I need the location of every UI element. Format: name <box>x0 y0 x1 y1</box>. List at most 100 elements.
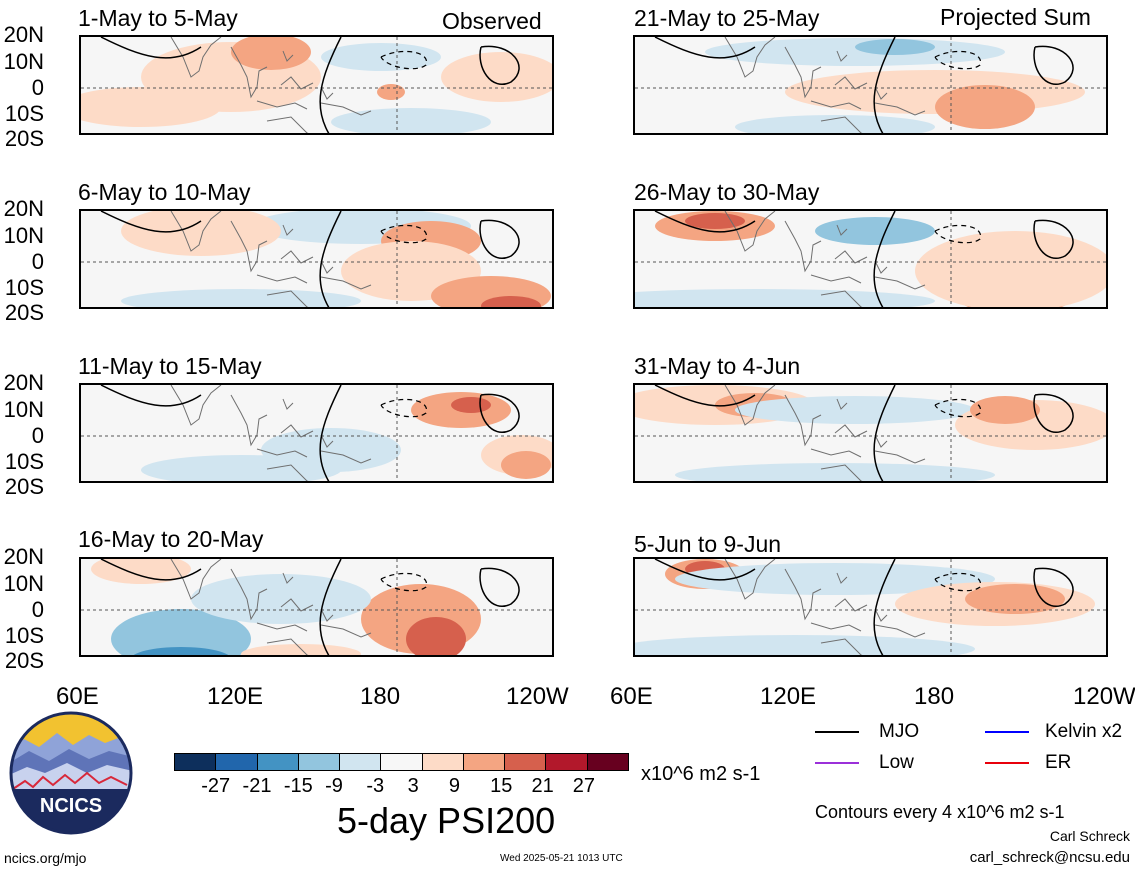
coastline <box>266 638 309 655</box>
coastline <box>810 274 862 284</box>
anomaly-shading <box>241 644 361 655</box>
coastline <box>170 559 222 600</box>
mjo-contour <box>654 211 1074 307</box>
lat-tick-20s: 20S <box>4 126 44 151</box>
lat-tick-0: 0 <box>31 597 44 622</box>
coastline <box>874 276 926 290</box>
map-canvas <box>635 385 1106 481</box>
anomaly-shading <box>81 87 221 127</box>
coastline <box>280 76 314 90</box>
lon-tick-120w: 120W <box>1073 685 1135 709</box>
coastline <box>266 464 309 481</box>
lat-tick-0: 0 <box>31 423 44 448</box>
anomaly-shading <box>121 289 361 307</box>
map-canvas <box>635 559 1106 655</box>
colorbar-swatch <box>504 753 547 771</box>
coastline <box>256 622 308 632</box>
coastline <box>230 46 268 99</box>
legend-label-er: ER <box>1045 752 1072 773</box>
mjo-contour <box>100 211 520 307</box>
panel-title-right-2: 26-May to 30-May <box>634 179 820 205</box>
panel-corner-label-projected: Projected Sum <box>940 4 1091 30</box>
coastline <box>836 50 848 62</box>
coastline <box>266 116 309 133</box>
colorbar-swatch <box>174 753 217 771</box>
anomaly-shading <box>675 463 995 481</box>
anomaly-shading <box>406 617 466 655</box>
anomaly-shading <box>685 213 745 229</box>
lat-tick-20s: 20S <box>4 648 44 673</box>
colorbar-swatch <box>586 753 629 771</box>
colorbar-label: 9 <box>448 775 461 797</box>
coastline <box>874 450 926 464</box>
lat-tick-10s: 10S <box>4 623 44 648</box>
colorbar-swatch <box>256 753 299 771</box>
coastline <box>282 398 294 410</box>
legend-line-low <box>815 762 859 764</box>
site-url: ncics.org/mjo <box>4 850 87 866</box>
legend-line-kelvin <box>985 731 1029 733</box>
anomaly-shading <box>91 559 191 584</box>
lat-axis-1: 20N 10N 0 10S 20S <box>0 24 46 154</box>
mjo-contour <box>100 37 520 133</box>
lat-tick-10n: 10N <box>3 397 44 422</box>
anomaly-shading <box>451 397 491 413</box>
anomaly-shading <box>785 70 1085 114</box>
coastline <box>784 220 822 273</box>
coastline <box>874 434 888 448</box>
coastline <box>320 102 372 116</box>
coastline <box>784 46 822 99</box>
coastline <box>282 50 294 62</box>
mjo-contour-negative <box>934 224 982 244</box>
anomaly-shading <box>735 115 935 133</box>
mjo-contour-negative <box>380 572 428 592</box>
coastline <box>280 424 314 438</box>
coastline <box>256 448 308 458</box>
map-canvas <box>81 37 552 133</box>
coastline <box>282 224 294 236</box>
map-canvas <box>81 385 552 481</box>
coastline <box>282 572 294 584</box>
mjo-contour <box>100 385 520 481</box>
lat-tick-20n: 20N <box>3 370 44 395</box>
anomaly-shading <box>133 647 229 655</box>
lat-axis-4: 20N 10N 0 10S 20S <box>0 546 46 676</box>
coastline <box>170 211 222 252</box>
coastline <box>874 608 888 622</box>
mjo-contour-negative <box>380 398 428 418</box>
mjo-contour-negative <box>934 50 982 70</box>
colorbar-label: 15 <box>490 775 513 797</box>
lat-tick-0: 0 <box>31 249 44 274</box>
coastline <box>320 608 334 622</box>
lat-tick-20n: 20N <box>3 196 44 221</box>
lon-tick-60e: 60E <box>610 683 653 710</box>
mjo-contour-negative <box>934 398 982 418</box>
coastline <box>170 385 222 426</box>
coastline <box>724 211 776 252</box>
coastline <box>820 638 863 655</box>
coastline <box>230 220 268 273</box>
coastline <box>784 568 822 621</box>
map-panel-right-1 <box>633 35 1108 135</box>
coastline <box>836 398 848 410</box>
colorbar-swatch <box>421 753 464 771</box>
map-panel-left-1 <box>79 35 554 135</box>
colorbar-label: -21 <box>242 775 272 797</box>
legend-line-er <box>985 762 1029 764</box>
map-panel-left-2 <box>79 209 554 309</box>
lat-tick-10s: 10S <box>4 275 44 300</box>
anomaly-shading <box>635 289 935 307</box>
lat-tick-20s: 20S <box>4 300 44 325</box>
mjo-contour-negative <box>934 572 982 592</box>
legend-line-mjo <box>815 731 859 733</box>
coastline <box>810 100 862 110</box>
panel-corner-label-observed: Observed <box>442 8 542 34</box>
coastline <box>724 559 776 600</box>
lon-tick-120e: 120E <box>760 683 817 710</box>
anomaly-shading <box>441 52 552 102</box>
coastline <box>230 568 268 621</box>
colorbar-labels: -27 -21 -15 -9 -3 3 9 15 21 27 <box>174 776 628 798</box>
coastline <box>874 260 888 274</box>
coastline <box>834 598 868 612</box>
map-panel-right-4 <box>633 557 1108 657</box>
